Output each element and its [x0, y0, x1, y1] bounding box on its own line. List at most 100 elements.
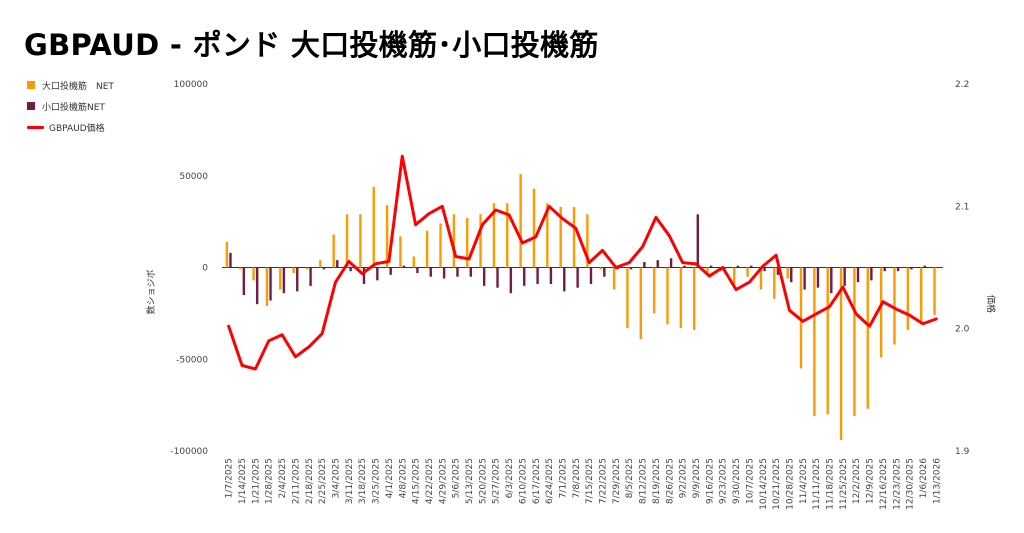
large-spec-bar-9: [345, 214, 349, 268]
x-tick-14: 4/15/2025: [412, 458, 422, 504]
x-tick-1: 1/14/2025: [238, 458, 248, 504]
small-spec-bar-10: [362, 267, 366, 285]
gbpaud-price-point-13: [401, 155, 403, 157]
large-spec-bar-7: [319, 260, 322, 268]
x-tick-7: 2/25/2025: [318, 458, 328, 504]
gbpaud-price-point-40: [762, 265, 764, 267]
large-spec-bar-13: [399, 236, 402, 268]
small-spec-bar-9: [349, 267, 352, 272]
large-spec-bar-28: [599, 267, 602, 270]
small-spec-bar-43: [803, 267, 806, 290]
x-tick-19: 5/20/2025: [478, 458, 488, 504]
x-tick-24: 6/24/2025: [545, 458, 555, 504]
gbpaud-price-point-12: [388, 260, 390, 262]
large-spec-bar-42: [786, 267, 789, 279]
large-spec-bar-51: [906, 267, 910, 330]
gbpaud-price-point-17: [454, 255, 456, 257]
small-spec-bar-25: [563, 267, 566, 292]
gbpaud-price-point-10: [361, 272, 363, 274]
x-tick-30: 8/5/2025: [625, 458, 635, 498]
x-tick-21: 6/3/2025: [505, 458, 515, 498]
large-spec-bar-39: [746, 267, 749, 277]
large-spec-bar-12: [385, 205, 389, 268]
small-spec-bar-11: [376, 267, 379, 281]
small-spec-bar-17: [456, 267, 459, 277]
gbpaud-price-point-16: [441, 205, 443, 207]
x-tick-50: 12/23/2025: [892, 458, 902, 510]
x-tick-9: 3/11/2025: [345, 458, 355, 504]
large-spec-bar-31: [639, 267, 642, 340]
gbpaud-price-point-1: [241, 364, 243, 366]
y-right-tick-1: 2.1: [955, 202, 969, 212]
small-spec-bar-1: [242, 267, 246, 296]
large-spec-bar-40: [759, 267, 763, 290]
price-line-layer: [227, 154, 938, 371]
large-spec-bar-50: [893, 267, 896, 345]
large-spec-bar-32: [652, 267, 656, 314]
large-spec-bar-36: [706, 267, 709, 275]
gbpaud-price-point-27: [588, 261, 590, 263]
small-spec-bar-24: [549, 267, 553, 285]
x-tick-41: 10/21/2025: [772, 458, 782, 510]
y-left-tick-2: 0: [202, 264, 208, 274]
large-spec-bar-33: [666, 267, 669, 325]
small-spec-bar-23: [536, 267, 539, 285]
large-spec-bar-52: [919, 267, 923, 325]
large-spec-bar-35: [692, 267, 696, 330]
x-tick-43: 11/4/2025: [799, 458, 809, 504]
y-axis-right-title: 価格: [985, 295, 997, 313]
small-spec-bar-51: [910, 267, 913, 270]
small-spec-bar-40: [763, 267, 766, 272]
y-left-tick-0: 100000: [174, 80, 209, 90]
x-tick-52: 1/6/2026: [919, 458, 929, 499]
gbpaud-price-point-21: [508, 214, 510, 216]
legend-label-small-speculators: 小口投機筋NET: [42, 102, 105, 113]
gbpaud-price-point-24: [548, 205, 550, 207]
gbpaud-price-point-4: [281, 334, 283, 336]
small-spec-bar-0: [229, 252, 232, 268]
gbpaud-price-line: [227, 154, 938, 371]
x-tick-17: 5/6/2025: [452, 458, 462, 498]
small-spec-bar-20: [496, 267, 499, 288]
large-spec-bar-44: [813, 267, 816, 417]
small-spec-bar-30: [629, 267, 633, 270]
small-spec-bar-5: [296, 267, 299, 292]
x-tick-42: 10/28/2025: [785, 458, 795, 510]
large-spec-bar-3: [265, 267, 269, 307]
gbpaud-price-point-9: [348, 260, 350, 262]
x-tick-33: 8/26/2025: [665, 458, 675, 504]
bars-layer: [225, 173, 940, 440]
large-spec-bar-22: [519, 173, 522, 268]
gbpaud-price-point-50: [895, 308, 897, 310]
gbpaud-price-point-7: [321, 332, 323, 334]
gbpaud-price-point-30: [628, 261, 630, 263]
small-spec-bar-32: [656, 260, 659, 268]
large-spec-bar-26: [572, 206, 576, 268]
y-left-tick-1: 50000: [179, 172, 208, 182]
x-tick-39: 10/7/2025: [745, 458, 755, 504]
gbpaud-price-point-44: [815, 313, 817, 315]
y-axis-right: 2.2 2.1 2.0 1.9: [955, 80, 970, 457]
gbpaud-price-point-25: [561, 217, 563, 219]
large-spec-bar-47: [853, 267, 856, 417]
gbpaud-price-point-48: [868, 325, 870, 327]
x-tick-10: 3/18/2025: [358, 458, 368, 504]
gbpaud-price-point-37: [721, 266, 723, 268]
large-spec-bar-2: [252, 267, 255, 281]
small-spec-bar-44: [816, 267, 820, 288]
x-tick-15: 4/22/2025: [425, 458, 435, 504]
large-spec-bar-38: [733, 267, 736, 285]
y-axis-left: 100000 50000 0 -50000 -100000: [170, 80, 208, 457]
small-spec-bar-19: [482, 267, 486, 286]
gbpaud-price-point-46: [842, 286, 844, 288]
legend-label-large-speculators: 大口投機筋 NET: [42, 81, 114, 92]
gbpaud-price-point-33: [668, 234, 670, 236]
large-spec-bar-46: [839, 267, 843, 440]
large-spec-bar-45: [826, 267, 829, 415]
large-spec-bar-25: [559, 206, 562, 268]
x-tick-22: 6/10/2025: [518, 458, 528, 504]
large-spec-bar-11: [372, 186, 375, 268]
gbpaud-price-point-47: [855, 313, 857, 315]
x-tick-5: 2/11/2025: [291, 458, 301, 504]
